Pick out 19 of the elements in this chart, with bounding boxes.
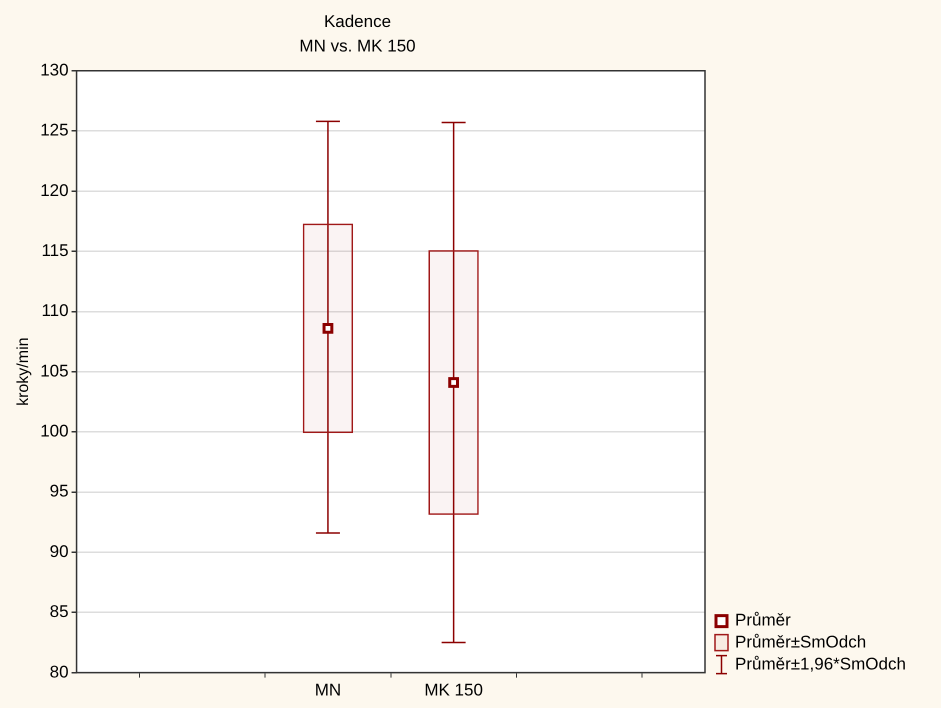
x-tick-label: MK 150 [424, 680, 483, 700]
y-tick-label: 90 [50, 542, 69, 561]
legend-label: Průměr±SmOdch [735, 632, 866, 652]
y-tick-label: 100 [40, 422, 69, 441]
y-tick-label: 105 [40, 361, 69, 380]
y-tick-label: 120 [40, 180, 69, 200]
chart-title: Kadence [324, 12, 392, 31]
chart-subtitle: MN vs. MK 150 [299, 36, 416, 56]
legend-label: Průměr±1,96*SmOdch [735, 654, 906, 674]
y-tick-label: 125 [40, 120, 69, 140]
y-tick-label: 85 [50, 602, 69, 622]
y-axis-title: kroky/min [15, 337, 32, 406]
y-tick-label: 95 [50, 482, 69, 501]
y-tick-label: 80 [50, 662, 69, 682]
y-tick-label: 115 [41, 241, 69, 260]
legend-label: Průměr [735, 610, 792, 630]
y-tick-label: 130 [40, 60, 69, 80]
y-tick-label: 110 [41, 301, 69, 320]
x-tick-label: MN [314, 680, 342, 700]
